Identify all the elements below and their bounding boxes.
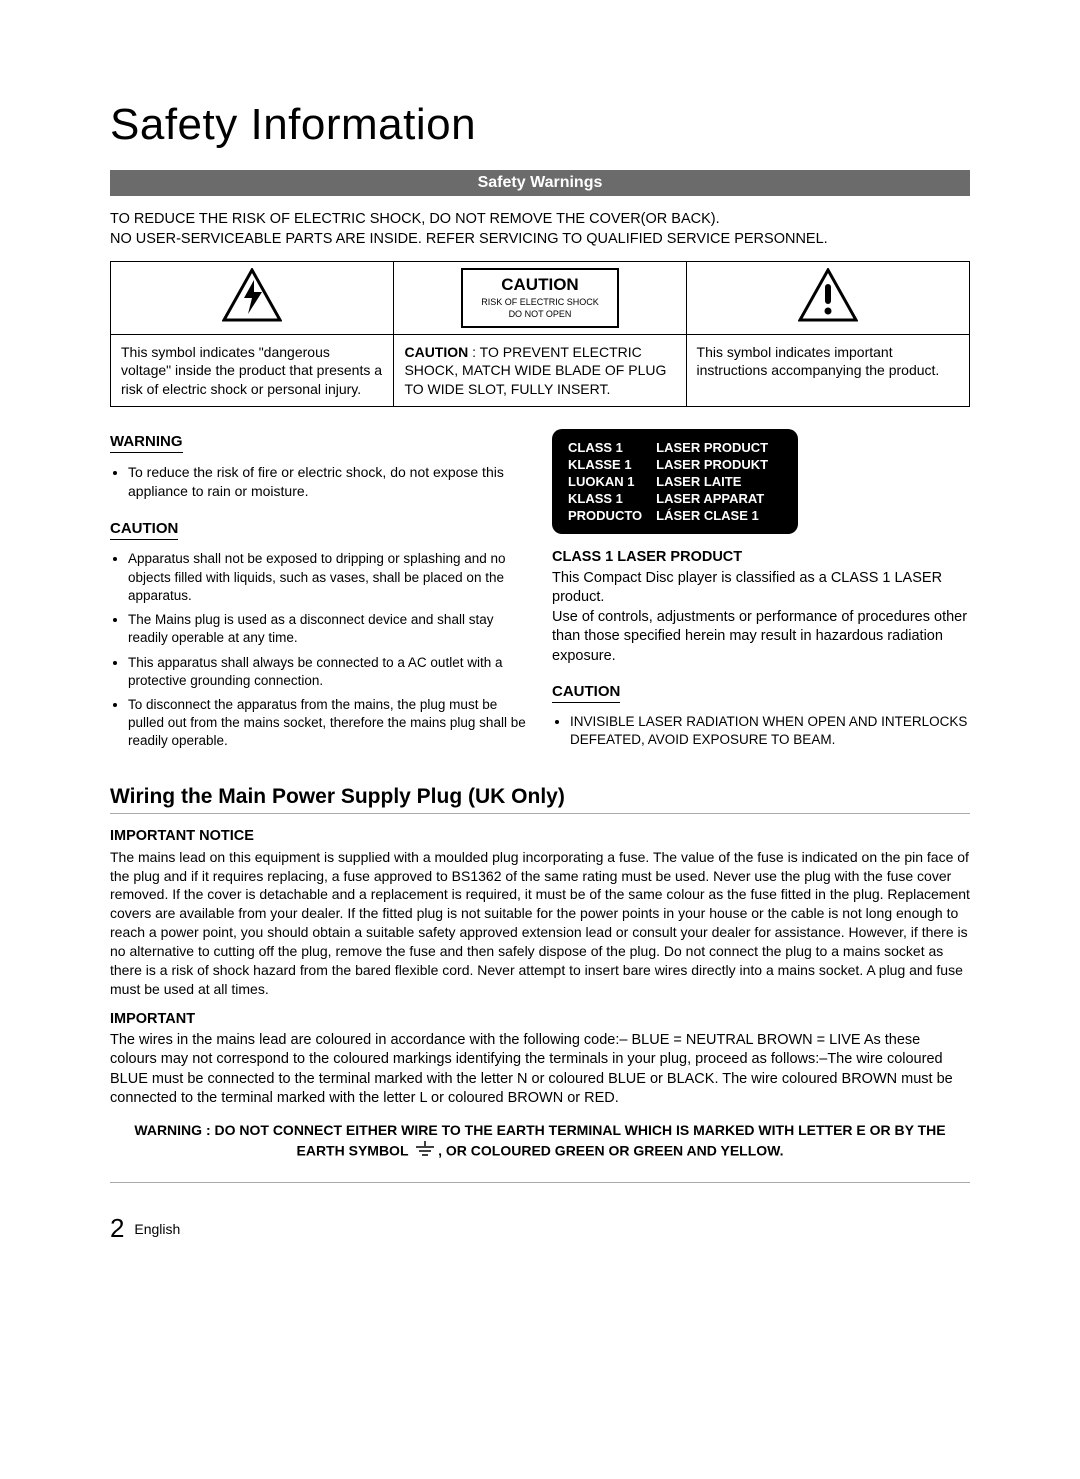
laser-table: CLASS 1LASER PRODUCT KLASSE 1LASER PRODU…: [568, 439, 782, 524]
important-notice-heading: IMPORTANT NOTICE: [110, 828, 970, 844]
page: Safety Information Safety Warnings TO RE…: [0, 0, 1080, 1304]
class1-body: This Compact Disc player is classified a…: [552, 569, 970, 667]
page-title: Safety Information: [110, 100, 970, 150]
laser-cell: CLASS 1: [568, 439, 656, 456]
list-item: To reduce the risk of fire or electric s…: [128, 463, 528, 501]
laser-cell: LASER LAITE: [656, 473, 782, 490]
list-item: Apparatus shall not be exposed to drippi…: [128, 550, 528, 605]
page-footer: 2 English: [110, 1213, 970, 1244]
left-column: WARNING To reduce the risk of fire or el…: [110, 429, 528, 767]
table-mid-label: CAUTION: [404, 344, 468, 360]
two-column-section: WARNING To reduce the risk of fire or el…: [110, 429, 970, 767]
laser-cell: KLASSE 1: [568, 456, 656, 473]
caution-box-line1: RISK OF ELECTRIC SHOCK: [481, 298, 599, 308]
caution-heading-left: CAUTION: [110, 520, 178, 540]
section-heading-bar: Safety Warnings: [110, 170, 970, 196]
laser-cell: LASER PRODUKT: [656, 456, 782, 473]
important-notice-body: The mains lead on this equipment is supp…: [110, 848, 970, 999]
caution-center-box: CAUTION RISK OF ELECTRIC SHOCK DO NOT OP…: [461, 268, 619, 328]
earth-symbol-icon: [414, 1141, 436, 1163]
laser-cell: PRODUCTO: [568, 507, 656, 524]
page-language: English: [134, 1221, 180, 1237]
divider: [110, 813, 970, 814]
important-body: The wires in the mains lead are coloured…: [110, 1031, 970, 1109]
table-cell-right: This symbol indicates important instruct…: [686, 335, 969, 407]
warning-centered: WARNING : DO NOT CONNECT EITHER WIRE TO …: [110, 1121, 970, 1162]
class1-subheading: CLASS 1 LASER PRODUCT: [552, 549, 970, 565]
caution-table: CAUTION RISK OF ELECTRIC SHOCK DO NOT OP…: [110, 261, 970, 407]
laser-cell: LUOKAN 1: [568, 473, 656, 490]
list-item: INVISIBLE LASER RADIATION WHEN OPEN AND …: [570, 713, 970, 749]
intro-text: TO REDUCE THE RISK OF ELECTRIC SHOCK, DO…: [110, 210, 970, 249]
list-item: To disconnect the apparatus from the mai…: [128, 696, 528, 751]
wiring-heading: Wiring the Main Power Supply Plug (UK On…: [110, 785, 970, 809]
page-number: 2: [110, 1213, 124, 1243]
caution-box-line2: DO NOT OPEN: [481, 310, 599, 320]
laser-cell: LASER APPARAT: [656, 490, 782, 507]
exclamation-triangle-icon: [798, 268, 858, 323]
important-heading: IMPORTANT: [110, 1011, 970, 1027]
warning-bullet-list: To reduce the risk of fire or electric s…: [110, 463, 528, 501]
warning-heading: WARNING: [110, 433, 183, 453]
caution-bullet-list-right: INVISIBLE LASER RADIATION WHEN OPEN AND …: [552, 713, 970, 749]
right-column: CLASS 1LASER PRODUCT KLASSE 1LASER PRODU…: [552, 429, 970, 767]
intro-line-1: TO REDUCE THE RISK OF ELECTRIC SHOCK, DO…: [110, 211, 720, 227]
list-item: This apparatus shall always be connected…: [128, 654, 528, 690]
caution-box-title: CAUTION: [481, 274, 599, 296]
caution-bullet-list: Apparatus shall not be exposed to drippi…: [110, 550, 528, 750]
table-cell-mid: CAUTION : TO PREVENT ELECTRIC SHOCK, MAT…: [394, 335, 686, 407]
intro-line-2: NO USER-SERVICEABLE PARTS ARE INSIDE. RE…: [110, 231, 828, 247]
laser-cell: LASER PRODUCT: [656, 439, 782, 456]
divider: [110, 1182, 970, 1183]
warning-center-part2: , OR COLOURED GREEN OR GREEN AND YELLOW.: [438, 1142, 783, 1158]
list-item: The Mains plug is used as a disconnect d…: [128, 611, 528, 647]
laser-class-box: CLASS 1LASER PRODUCT KLASSE 1LASER PRODU…: [552, 429, 798, 534]
laser-cell: KLASS 1: [568, 490, 656, 507]
voltage-triangle-icon: [222, 268, 282, 323]
table-cell-left: This symbol indicates "dangerous voltage…: [111, 335, 394, 407]
laser-cell: LÁSER CLASE 1: [656, 507, 782, 524]
caution-heading-right: CAUTION: [552, 683, 620, 703]
